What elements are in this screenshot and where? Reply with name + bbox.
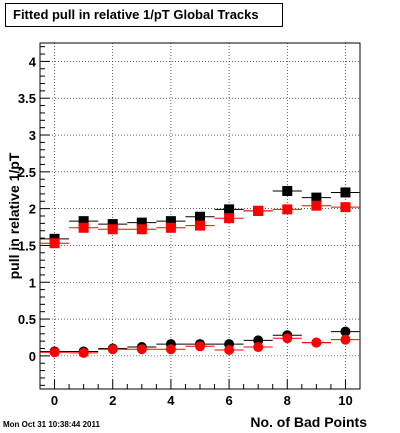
data-point [78, 222, 89, 233]
y-tick-label: 2.5 [18, 165, 36, 180]
data-point [224, 204, 235, 215]
data-point [136, 344, 147, 355]
data-point [107, 224, 118, 235]
data-point [311, 337, 322, 348]
x-axis-label: No. of Bad Points [250, 414, 367, 430]
data-point [311, 192, 322, 203]
x-tick-label: 8 [284, 393, 291, 408]
data-point [340, 202, 351, 213]
axes: 0 2 4 6 8 10 0 0.5 1 1.5 2 2.5 3 3.5 4 [18, 46, 361, 408]
data-point [195, 220, 205, 231]
y-tick-label: 1.5 [18, 238, 36, 253]
data-point [224, 213, 235, 224]
x-tick-label: 6 [225, 393, 232, 408]
data-point [253, 342, 264, 353]
data-point [253, 205, 264, 216]
data-series [40, 185, 360, 358]
data-point [340, 326, 351, 337]
x-tick-label: 0 [51, 393, 58, 408]
timestamp: Mon Oct 31 10:38:44 2011 [3, 420, 100, 429]
x-tick-label: 2 [109, 393, 116, 408]
data-point [136, 224, 147, 235]
data-point [282, 333, 293, 344]
data-point [340, 334, 351, 345]
data-point [49, 238, 60, 249]
y-tick-label: 0.5 [18, 312, 36, 327]
data-point [195, 211, 205, 222]
data-point [165, 344, 176, 355]
data-point [311, 200, 322, 211]
y-tick-label: 3 [29, 128, 36, 143]
y-tick-label: 1 [29, 275, 36, 290]
y-axis-label: pull in relative 1/pT [6, 152, 22, 279]
data-point [78, 347, 89, 358]
chart-title: Fitted pull in relative 1/pT Global Trac… [5, 3, 283, 27]
data-point [195, 341, 205, 352]
data-point [107, 344, 118, 355]
x-tick-label: 10 [338, 393, 352, 408]
data-point [340, 187, 351, 198]
data-point [136, 217, 147, 228]
data-point [224, 344, 235, 355]
y-tick-label: 0 [29, 349, 36, 364]
data-point [165, 216, 176, 227]
y-tick-label: 3.5 [18, 91, 36, 106]
data-point [78, 216, 89, 227]
data-point [282, 204, 293, 215]
y-tick-label: 2 [29, 202, 36, 217]
data-point [282, 185, 293, 196]
data-point [107, 219, 118, 230]
x-tick-label: 4 [167, 393, 175, 408]
data-point [49, 347, 60, 358]
y-tick-label: 4 [29, 54, 37, 69]
series-1 [40, 185, 360, 244]
series-2 [40, 200, 360, 249]
series-4 [40, 333, 360, 358]
data-point [165, 222, 176, 233]
